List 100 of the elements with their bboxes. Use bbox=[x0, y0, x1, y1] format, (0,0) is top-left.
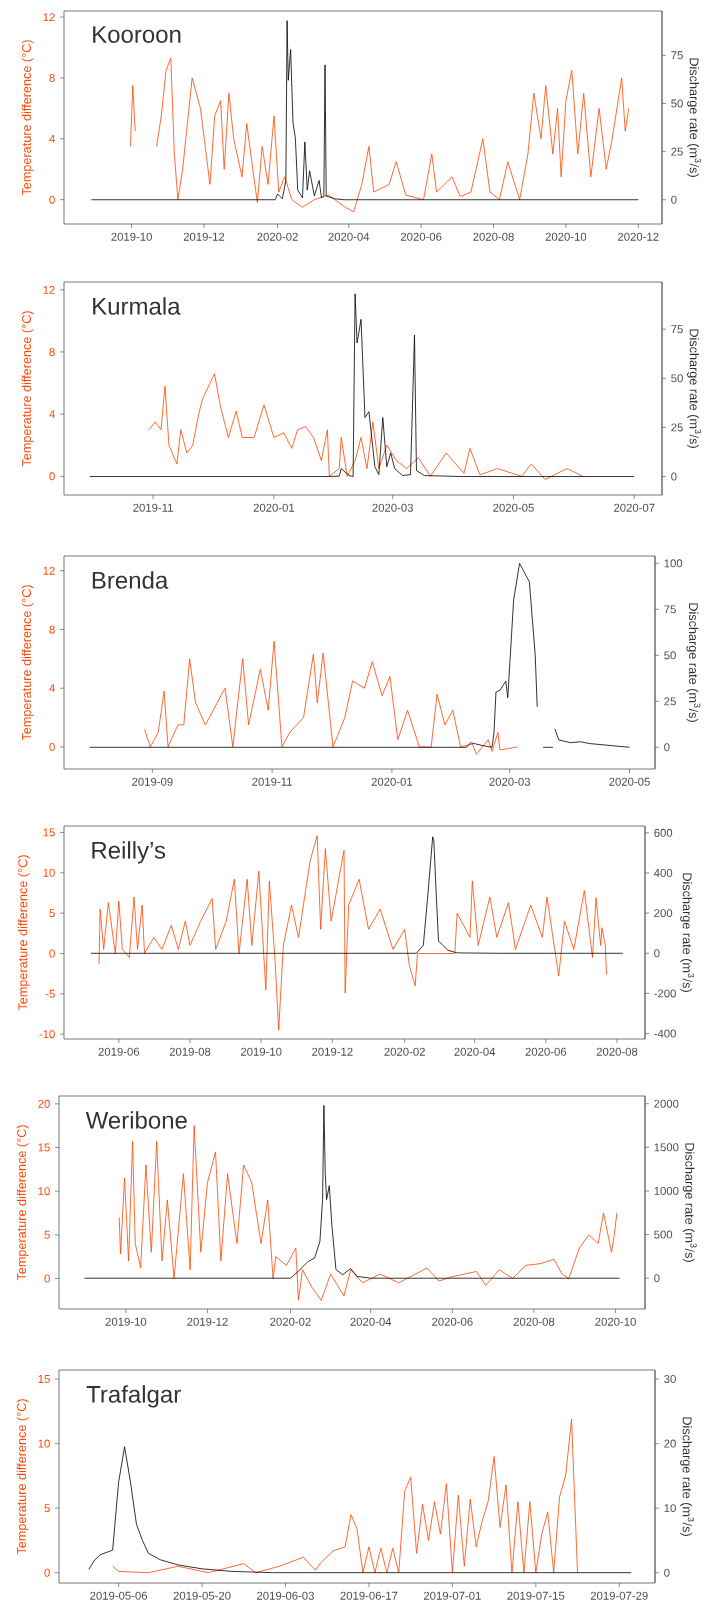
y2-tick-label: 1500 bbox=[654, 1143, 679, 1152]
y-tick-label: 8 bbox=[49, 73, 55, 82]
y2-axis-title: Discharge rate (m$^{3}$/s) bbox=[680, 873, 695, 992]
line-series bbox=[90, 20, 639, 201]
y2-tick-label: 400 bbox=[653, 868, 673, 877]
y2-tick-label: 2000 bbox=[654, 1099, 679, 1108]
x-tick-label: 2020-07 bbox=[614, 503, 655, 512]
y2-tick-label: 0 bbox=[654, 1274, 660, 1283]
x-tick-label: 2019-05-06 bbox=[90, 1591, 148, 1600]
y-tick-label: 0 bbox=[49, 472, 55, 481]
x-tick-label: 2020-04 bbox=[328, 232, 370, 241]
x-tick-label: 2020-05 bbox=[493, 503, 534, 512]
y2-tick-label: 600 bbox=[654, 828, 673, 837]
y-axis-title: Temperature difference (°C) bbox=[21, 585, 34, 741]
chart-title: Weribone bbox=[85, 1111, 187, 1129]
x-tick-label: 2019-11 bbox=[133, 503, 173, 512]
y-axis-title: Temperature difference (°C) bbox=[16, 1399, 29, 1555]
x-tick-label: 2019-07-15 bbox=[507, 1591, 565, 1600]
x-tick-label: 2019-05-20 bbox=[173, 1591, 231, 1600]
chart-title: Brenda bbox=[92, 571, 169, 589]
y-axis-title: Temperature difference (°C) bbox=[16, 1125, 29, 1281]
y-axis-title: Temperature difference (°C) bbox=[21, 40, 34, 196]
y-tick-label: 20 bbox=[38, 1099, 50, 1108]
y-tick-label: 5 bbox=[49, 909, 55, 918]
y2-tick-label: 30 bbox=[664, 1375, 676, 1384]
y2-tick-label: 0 bbox=[671, 472, 677, 481]
y2-tick-label: 500 bbox=[654, 1230, 673, 1239]
y2-axis-title: Discharge rate (m$^{3}$/s) bbox=[680, 1417, 695, 1536]
line-series bbox=[88, 1446, 632, 1574]
x-tick-label: 2020-04 bbox=[350, 1317, 392, 1326]
y-tick-label: 8 bbox=[49, 625, 55, 634]
x-tick-label: 2020-03 bbox=[489, 777, 531, 786]
x-tick-label: 2019-08 bbox=[169, 1047, 211, 1056]
x-tick-label: 2020-01 bbox=[253, 503, 295, 512]
y2-tick-label: -200 bbox=[654, 989, 676, 998]
y2-tick-label: 75 bbox=[671, 325, 683, 334]
line-series bbox=[90, 836, 624, 954]
x-tick-label: 2019-12 bbox=[187, 1317, 228, 1326]
y2-tick-label: 50 bbox=[671, 374, 683, 383]
y2-tick-label: 75 bbox=[671, 51, 683, 60]
y2-tick-label: 100 bbox=[664, 559, 683, 568]
x-tick-label: 2020-08 bbox=[596, 1047, 638, 1056]
line-series bbox=[89, 293, 635, 477]
text: Reilly’s bbox=[92, 841, 166, 864]
line-series bbox=[144, 640, 518, 755]
y-tick-label: 15 bbox=[38, 1375, 50, 1383]
y-tick-label: 15 bbox=[38, 1143, 50, 1152]
y-tick-label: 10 bbox=[38, 1439, 50, 1448]
x-tick-label: 2020-02 bbox=[384, 1047, 425, 1056]
x-tick-label: 2020-03 bbox=[372, 503, 413, 512]
x-tick-label: 2019-07-29 bbox=[590, 1591, 648, 1600]
x-tick-label: 2019-12 bbox=[183, 232, 225, 241]
chart-title: Kurmala bbox=[93, 297, 181, 315]
x-tick-label: 2020-06 bbox=[525, 1047, 567, 1056]
y-tick-label: 12 bbox=[43, 566, 55, 575]
y2-tick-label: 1000 bbox=[654, 1186, 679, 1195]
y-tick-label: 5 bbox=[44, 1230, 50, 1239]
y-tick-label: 8 bbox=[49, 347, 55, 356]
y-axis-title: Temperature difference (°C) bbox=[17, 855, 30, 1011]
y2-tick-label: 50 bbox=[671, 99, 683, 108]
y-tick-label: 10 bbox=[38, 1187, 50, 1196]
x-tick-label: 2020-10 bbox=[595, 1317, 636, 1326]
x-tick-label: 2019-09 bbox=[132, 777, 173, 786]
y2-tick-label: 50 bbox=[664, 651, 676, 660]
y-tick-label: 12 bbox=[43, 13, 55, 22]
x-tick-label: 2020-12 bbox=[618, 232, 659, 241]
x-tick-label: 2019-06-17 bbox=[340, 1591, 398, 1600]
x-tick-label: 2019-06-03 bbox=[257, 1591, 314, 1600]
x-tick-label: 2019-07-01 bbox=[423, 1591, 481, 1600]
y2-tick-label: 25 bbox=[671, 423, 683, 432]
x-tick-label: 2019-12 bbox=[312, 1047, 353, 1056]
y2-tick-label: 0 bbox=[664, 743, 670, 752]
x-tick-label: 2019-06 bbox=[98, 1047, 140, 1056]
y2-tick-label: 10 bbox=[664, 1504, 676, 1513]
y2-tick-label: 0 bbox=[654, 949, 660, 958]
y-tick-label: 5 bbox=[44, 1504, 50, 1513]
y-tick-label: 4 bbox=[49, 410, 55, 419]
y-tick-label: -10 bbox=[39, 1030, 55, 1039]
chart-title: Kooroon bbox=[93, 26, 181, 43]
x-tick-label: 2019-11 bbox=[252, 777, 292, 786]
x-tick-label: 2020-08 bbox=[473, 232, 514, 241]
y2-tick-label: 20 bbox=[664, 1439, 676, 1448]
y-tick-label: 12 bbox=[43, 285, 55, 294]
y-tick-label: 4 bbox=[49, 134, 55, 143]
y2-axis-title: Discharge rate (m$^{3}$/s) bbox=[682, 1143, 697, 1262]
y2-tick-label: -400 bbox=[654, 1029, 676, 1038]
y-tick-label: 0 bbox=[49, 742, 55, 751]
x-tick-label: 2020-05 bbox=[609, 777, 650, 786]
y-tick-label: 0 bbox=[49, 195, 55, 204]
y-tick-label: -5 bbox=[45, 989, 55, 998]
x-tick-label: 2019-10 bbox=[240, 1047, 282, 1056]
y2-tick-label: 200 bbox=[654, 909, 673, 918]
line-series bbox=[148, 373, 584, 480]
y2-tick-label: 0 bbox=[664, 1568, 670, 1577]
x-tick-label: 2019-10 bbox=[111, 232, 152, 241]
x-tick-label: 2020-06 bbox=[432, 1317, 473, 1326]
x-tick-label: 2020-06 bbox=[400, 232, 442, 241]
y2-tick-label: 25 bbox=[671, 147, 683, 156]
y2-axis-title: Discharge rate (m$^{3}$/s) bbox=[687, 329, 702, 448]
y-tick-label: 15 bbox=[43, 828, 55, 837]
